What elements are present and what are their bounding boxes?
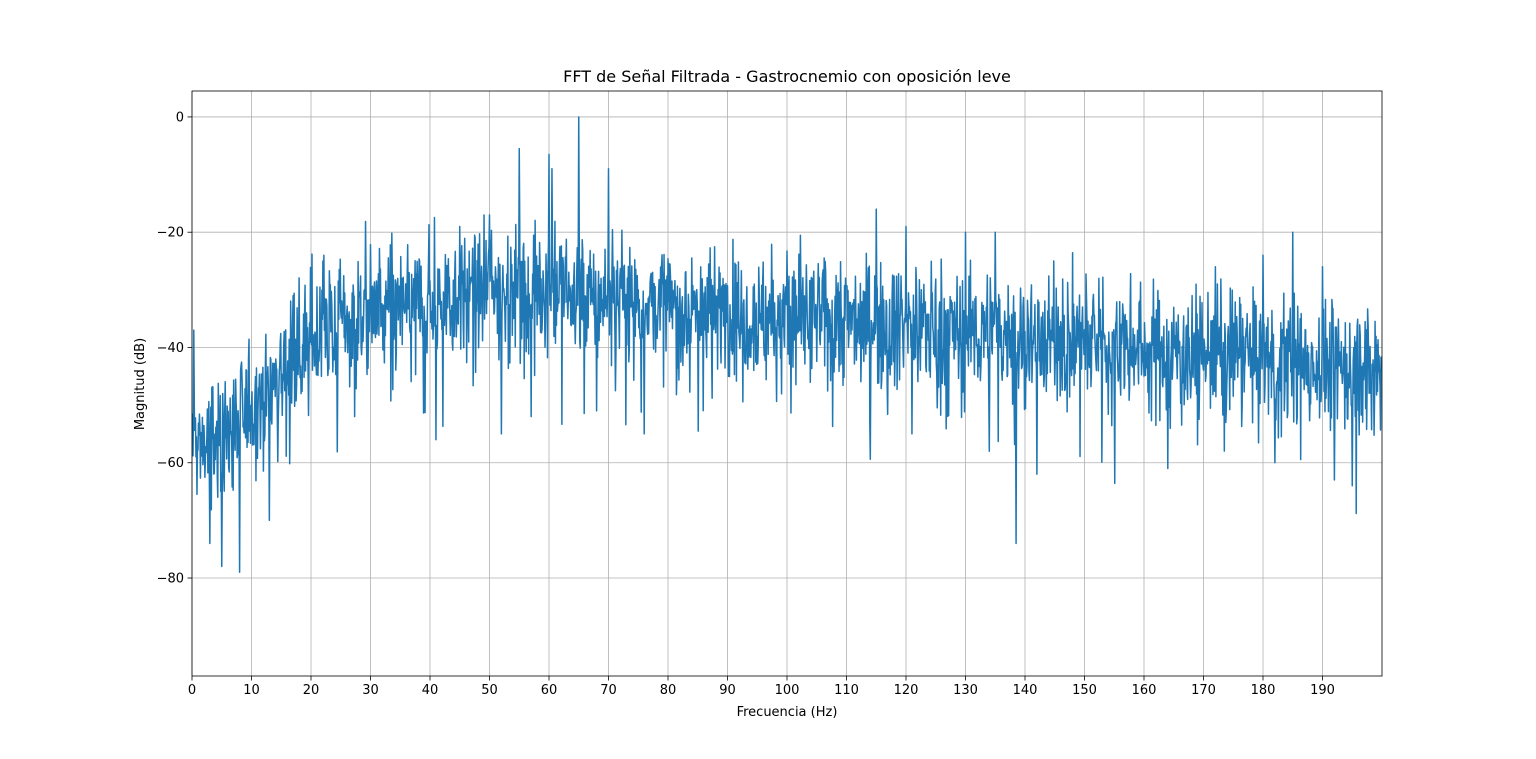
x-tick-label: 120 xyxy=(894,683,919,698)
x-tick-label: 0 xyxy=(188,683,196,698)
chart-title: FFT de Señal Filtrada - Gastrocnemio con… xyxy=(563,67,1011,86)
y-tick-label: −20 xyxy=(157,226,184,241)
y-tick-label: −60 xyxy=(157,456,184,471)
x-tick-label: 90 xyxy=(719,683,736,698)
plot-area xyxy=(192,116,1382,574)
x-tick-label: 180 xyxy=(1251,683,1276,698)
x-tick-label: 150 xyxy=(1072,683,1097,698)
x-tick-label: 100 xyxy=(775,683,800,698)
x-tick-label: 40 xyxy=(422,683,439,698)
y-tick-label: −40 xyxy=(157,341,184,356)
y-tick-label: 0 xyxy=(176,110,184,125)
x-tick-label: 110 xyxy=(834,683,859,698)
x-axis-label: Frecuencia (Hz) xyxy=(737,705,838,720)
y-tick-label: −80 xyxy=(157,572,184,587)
x-tick-label: 20 xyxy=(303,683,320,698)
x-tick-label: 30 xyxy=(362,683,379,698)
series-line xyxy=(192,116,1382,574)
x-tick-label: 160 xyxy=(1132,683,1157,698)
x-tick-label: 140 xyxy=(1013,683,1038,698)
x-tick-label: 50 xyxy=(481,683,498,698)
x-axis-ticks: 0 10 20 30 40 50 60 70 80 90 100 110 120 130 140 150 160… xyxy=(188,676,1335,698)
x-tick-label: 70 xyxy=(600,683,617,698)
x-tick-label: 170 xyxy=(1191,683,1216,698)
x-tick-label: 10 xyxy=(243,683,260,698)
y-axis-label: Magnitud (dB) xyxy=(133,338,148,430)
x-tick-label: 130 xyxy=(953,683,978,698)
grid xyxy=(191,91,1382,676)
x-tick-label: 190 xyxy=(1310,683,1335,698)
x-tick-label: 60 xyxy=(541,683,558,698)
y-axis-ticks: 0 −20 −40 −60 −80 xyxy=(157,110,192,587)
x-tick-label: 80 xyxy=(660,683,677,698)
